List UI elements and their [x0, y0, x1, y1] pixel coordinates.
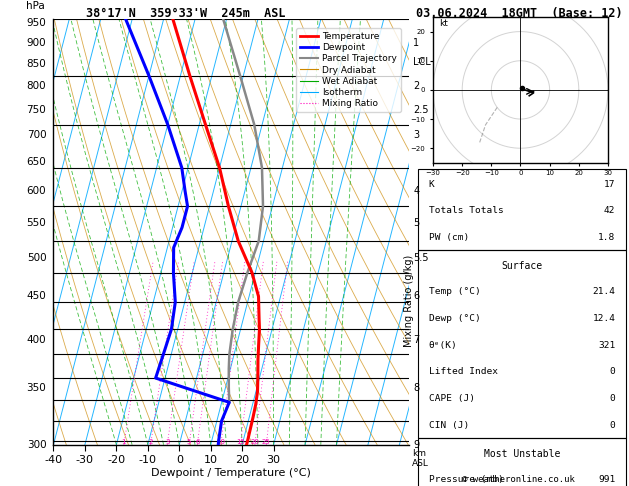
- Text: 991: 991: [598, 475, 615, 484]
- Bar: [418, 438, 626, 486]
- Text: 5.5: 5.5: [413, 253, 428, 263]
- Text: 17: 17: [604, 179, 615, 189]
- Text: CIN (J): CIN (J): [429, 421, 469, 430]
- Text: 4: 4: [413, 186, 420, 196]
- Text: 2: 2: [413, 81, 420, 91]
- Text: 6: 6: [195, 439, 199, 445]
- Text: 5: 5: [187, 439, 191, 445]
- Text: 2: 2: [148, 439, 153, 445]
- Text: 0: 0: [610, 367, 615, 377]
- Text: Most Unstable: Most Unstable: [484, 449, 560, 459]
- Text: 7: 7: [413, 334, 420, 345]
- Text: 03.06.2024  18GMT  (Base: 12): 03.06.2024 18GMT (Base: 12): [416, 7, 622, 20]
- Text: 800: 800: [26, 81, 47, 91]
- Text: 0: 0: [610, 421, 615, 430]
- Text: 2.5: 2.5: [413, 104, 428, 115]
- Text: 1: 1: [121, 439, 126, 445]
- Text: 1: 1: [413, 38, 420, 48]
- Text: 850: 850: [26, 59, 47, 69]
- Text: 3: 3: [413, 130, 420, 140]
- Text: 12.4: 12.4: [593, 314, 615, 323]
- Text: 950: 950: [26, 18, 47, 28]
- Text: km
ASL: km ASL: [413, 449, 429, 469]
- Legend: Temperature, Dewpoint, Parcel Trajectory, Dry Adiabat, Wet Adiabat, Isotherm, Mi: Temperature, Dewpoint, Parcel Trajectory…: [296, 28, 401, 112]
- Text: Dewp (°C): Dewp (°C): [429, 314, 481, 323]
- Text: 1.8: 1.8: [598, 233, 615, 242]
- Text: K: K: [429, 179, 435, 189]
- Text: Temp (°C): Temp (°C): [429, 287, 481, 296]
- Text: 42: 42: [604, 207, 615, 215]
- Text: Totals Totals: Totals Totals: [429, 207, 503, 215]
- Text: 321: 321: [598, 341, 615, 349]
- Text: Surface: Surface: [501, 261, 543, 271]
- Text: θᵉ(K): θᵉ(K): [429, 341, 457, 349]
- Text: 650: 650: [26, 157, 47, 167]
- Text: 38°17'N  359°33'W  245m  ASL: 38°17'N 359°33'W 245m ASL: [86, 7, 286, 20]
- Text: 350: 350: [26, 383, 47, 393]
- Text: Mixing Ratio (g/kg): Mixing Ratio (g/kg): [404, 255, 414, 347]
- Text: 0: 0: [610, 394, 615, 403]
- Text: 8: 8: [413, 383, 420, 393]
- Text: 600: 600: [26, 186, 47, 196]
- Text: Pressure (mb): Pressure (mb): [429, 475, 503, 484]
- Text: kt: kt: [439, 19, 448, 28]
- Text: 400: 400: [26, 334, 47, 345]
- Bar: [418, 169, 626, 250]
- Text: 300: 300: [26, 440, 47, 450]
- X-axis label: Dewpoint / Temperature (°C): Dewpoint / Temperature (°C): [151, 468, 311, 478]
- Text: 550: 550: [26, 218, 47, 228]
- Text: Lifted Index: Lifted Index: [429, 367, 498, 377]
- Text: 450: 450: [26, 292, 47, 301]
- Text: LCL: LCL: [413, 57, 431, 67]
- Text: hPa: hPa: [26, 1, 45, 11]
- Text: 15: 15: [236, 439, 245, 445]
- Text: 6: 6: [413, 292, 420, 301]
- Text: PW (cm): PW (cm): [429, 233, 469, 242]
- Text: CAPE (J): CAPE (J): [429, 394, 475, 403]
- Text: 20: 20: [250, 439, 259, 445]
- Text: 25: 25: [262, 439, 270, 445]
- Text: 3: 3: [165, 439, 169, 445]
- Text: 700: 700: [26, 130, 47, 140]
- Text: © weatheronline.co.uk: © weatheronline.co.uk: [462, 474, 576, 484]
- Text: 5: 5: [413, 218, 420, 228]
- Text: 21.4: 21.4: [593, 287, 615, 296]
- Text: 900: 900: [26, 38, 47, 48]
- Text: 750: 750: [26, 104, 47, 115]
- Bar: [418, 250, 626, 438]
- Text: 10: 10: [216, 439, 225, 445]
- Text: 9: 9: [413, 440, 420, 450]
- Text: 500: 500: [26, 253, 47, 263]
